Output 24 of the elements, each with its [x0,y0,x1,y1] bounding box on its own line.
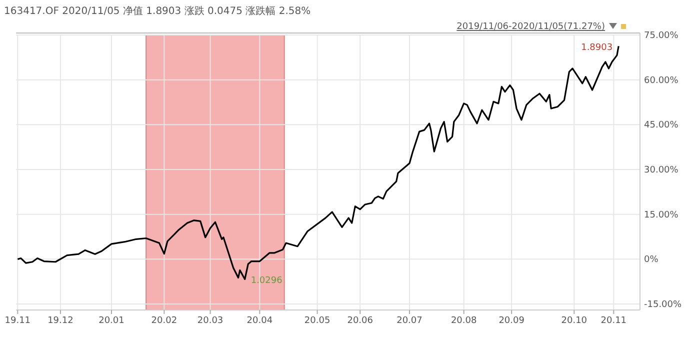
y-tick-label: 0% [644,255,659,266]
y-tick-label: 15.00% [644,210,679,220]
x-tick-label: 20.09 [498,316,525,326]
x-tick-label: 20.05 [304,316,330,326]
x-tick-label: 20.07 [396,316,422,326]
annotation: 1.8903 [581,43,613,54]
y-tick-label: 75.00% [644,31,679,41]
x-tick-label: 20.04 [246,316,273,326]
y-tick-label: 45.00% [644,120,679,131]
annotation: 1.0296 [250,276,283,286]
y-tick-label: 30.00% [644,166,679,176]
x-tick-label: 20.08 [450,316,477,326]
x-tick-label: 20.03 [197,316,224,326]
x-tick-label: 20.01 [98,316,124,326]
x-tick-label: 20.02 [151,316,178,326]
x-tick-label: 19.11 [4,316,31,326]
x-tick-label: 20.10 [561,316,588,326]
x-tick-label: 20.11 [600,316,627,326]
chart-subtitle: 2019/11/06-2020/11/05(71.27%) [456,22,605,32]
x-tick-label: 20.06 [347,316,374,326]
y-tick-label: 60.00% [644,76,679,86]
y-tick-label: -15.00% [644,300,682,310]
chart-title: 163417.OF 2020/11/05 净值 1.8903 涨跌 0.0475 涨跌幅 2.58% [4,5,311,17]
x-tick-label: 19.12 [48,316,74,326]
